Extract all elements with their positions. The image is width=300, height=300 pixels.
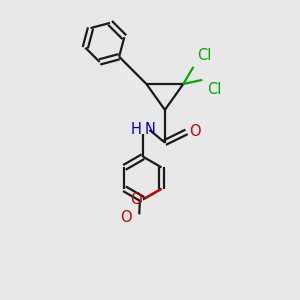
Text: O: O [130, 192, 142, 207]
Text: O: O [120, 211, 132, 226]
Text: H: H [130, 122, 142, 137]
Text: Cl: Cl [207, 82, 221, 97]
Text: O: O [189, 124, 201, 140]
Text: N: N [145, 122, 155, 137]
Text: Cl: Cl [197, 48, 211, 63]
